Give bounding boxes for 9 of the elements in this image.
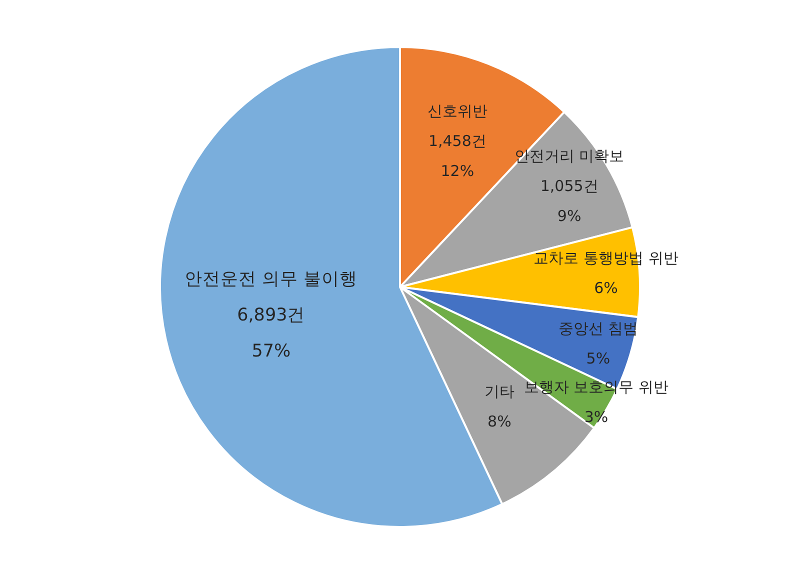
- slice-label: 기타: [484, 382, 514, 400]
- slice-label: 신호위반: [427, 102, 488, 120]
- data-label: 5%: [586, 350, 610, 368]
- data-label: 8%: [488, 412, 512, 430]
- data-label: 6%: [594, 279, 618, 298]
- slice-label: 안전운전 의무 불이행: [184, 270, 358, 290]
- data-label: 6,893건 57%: [237, 306, 306, 362]
- data-label: 1,458건 12%: [428, 132, 486, 180]
- data-label: 1,055건 9%: [540, 176, 598, 225]
